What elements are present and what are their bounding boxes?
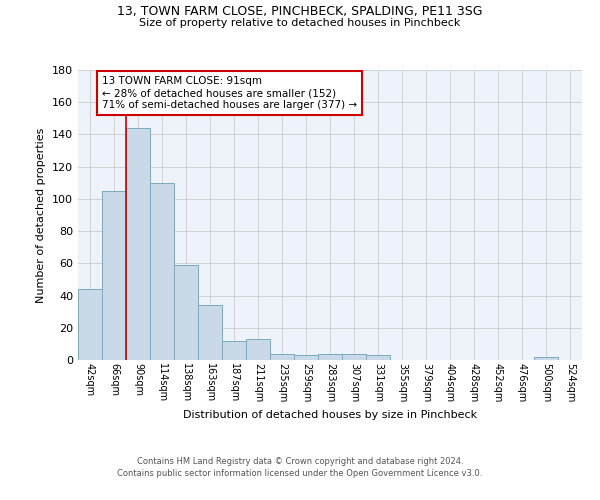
X-axis label: Distribution of detached houses by size in Pinchbeck: Distribution of detached houses by size … [183, 410, 477, 420]
Bar [366, 355, 390, 360]
Bar [342, 354, 366, 360]
Text: Size of property relative to detached houses in Pinchbeck: Size of property relative to detached ho… [139, 18, 461, 28]
Bar [270, 354, 294, 360]
Bar [534, 357, 558, 360]
Y-axis label: Number of detached properties: Number of detached properties [37, 128, 46, 302]
Text: 13 TOWN FARM CLOSE: 91sqm
← 28% of detached houses are smaller (152)
71% of semi: 13 TOWN FARM CLOSE: 91sqm ← 28% of detac… [102, 76, 357, 110]
Bar [126, 128, 150, 360]
Bar [222, 340, 246, 360]
Bar [174, 265, 198, 360]
Bar [102, 191, 126, 360]
Text: Contains public sector information licensed under the Open Government Licence v3: Contains public sector information licen… [118, 469, 482, 478]
Bar [150, 183, 174, 360]
Bar [198, 305, 222, 360]
Text: 13, TOWN FARM CLOSE, PINCHBECK, SPALDING, PE11 3SG: 13, TOWN FARM CLOSE, PINCHBECK, SPALDING… [117, 5, 483, 18]
Text: Contains HM Land Registry data © Crown copyright and database right 2024.: Contains HM Land Registry data © Crown c… [137, 458, 463, 466]
Bar [294, 355, 318, 360]
Bar [78, 289, 102, 360]
Bar [318, 354, 342, 360]
Bar [246, 339, 270, 360]
